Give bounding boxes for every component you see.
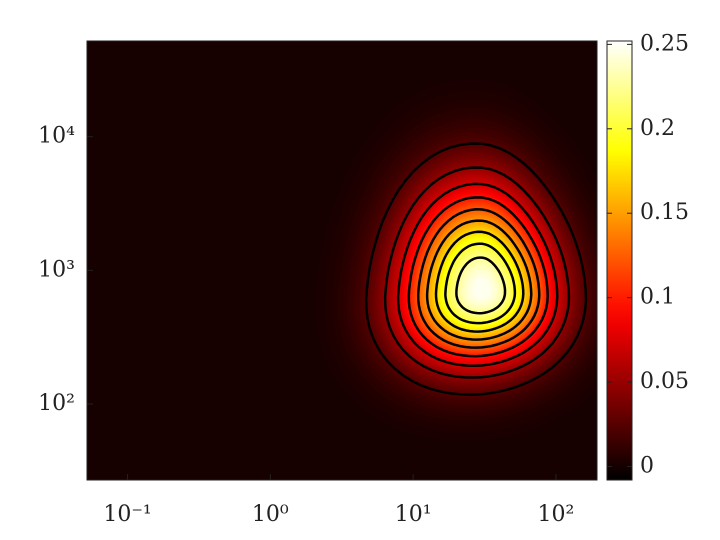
contour-line (364, 142, 588, 396)
colorbar (606, 40, 633, 481)
contour-line (425, 219, 533, 341)
contour-line (396, 182, 559, 368)
field-band (472, 277, 491, 299)
x-tick-label: 10⁰ (252, 502, 289, 527)
contour-line (416, 208, 541, 349)
contour-line (383, 166, 571, 379)
colorbar-tick-label: 0.25 (640, 31, 689, 56)
colorbar-tick-label: 0.05 (640, 369, 689, 394)
y-tick-label: 10³ (38, 257, 75, 282)
x-tick-label: 10¹ (395, 502, 432, 527)
contour-line (444, 242, 517, 325)
colorbar-tick-label: 0 (640, 453, 654, 478)
y-tick-label: 10⁴ (38, 124, 75, 149)
colorbar-tick-label: 0.2 (640, 116, 675, 141)
x-tick-label: 10⁻¹ (103, 502, 151, 527)
contour-line (455, 256, 507, 315)
plot-frame (86, 40, 598, 481)
y-tick-label: 10² (38, 391, 75, 416)
x-tick-label: 10² (537, 502, 574, 527)
colorbar-tick-label: 0.1 (640, 285, 675, 310)
contour-line (407, 196, 549, 358)
contour-line (434, 230, 525, 333)
field (87, 41, 597, 480)
colorbar-tick-label: 0.15 (640, 200, 689, 225)
